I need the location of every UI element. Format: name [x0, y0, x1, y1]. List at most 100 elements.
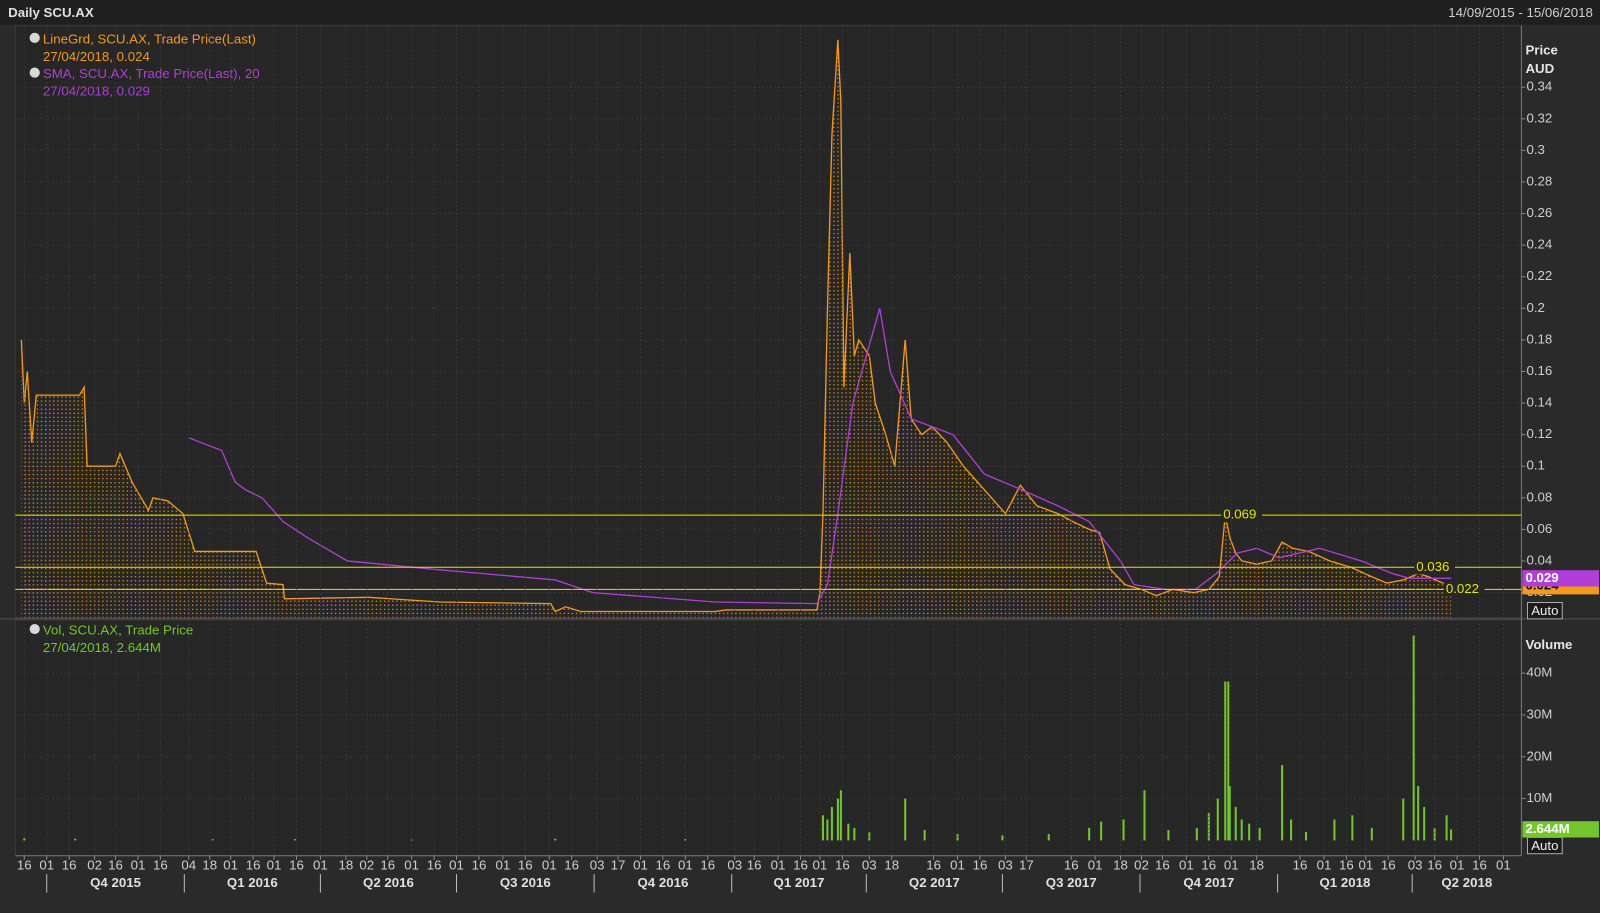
x-tick-label: 16: [289, 857, 304, 872]
volume-bar: [1445, 815, 1448, 841]
volume-bar: [1290, 819, 1293, 841]
last-value-label: 0.029: [1525, 570, 1558, 585]
x-tick-label: 16: [793, 857, 808, 872]
quarter-label: Q4 2017: [1183, 875, 1234, 890]
last-value-badge: [1522, 821, 1599, 838]
y-tick-label: 0.08: [1526, 489, 1552, 504]
price-axis-title: Price: [1525, 43, 1557, 58]
x-tick-label: 16: [108, 857, 123, 872]
x-tick-label: 01: [1450, 857, 1465, 872]
auto-button[interactable]: Auto: [1526, 602, 1563, 620]
x-tick-label: 01: [1179, 857, 1194, 872]
volume-bar: [1281, 765, 1284, 841]
volume-bar: [836, 798, 839, 841]
y-tick-label: 0.28: [1526, 173, 1552, 188]
x-tick-label: 16: [472, 857, 487, 872]
x-tick-label: 04: [181, 857, 196, 872]
y-tick-label: 0.22: [1526, 268, 1552, 283]
volume-bar: [1412, 635, 1415, 841]
legend-icon[interactable]: [29, 67, 40, 78]
legend-icon[interactable]: [29, 32, 40, 43]
volume-bar: [1001, 835, 1004, 841]
x-tick-label: 17: [1019, 857, 1034, 872]
volume-bar: [1234, 806, 1237, 841]
y-tick-label: 0.2: [1526, 300, 1544, 315]
volume-bar: [830, 806, 833, 841]
y-tick-label: 0.18: [1526, 331, 1552, 346]
y-tick-label: 0.16: [1526, 363, 1552, 378]
x-tick-label: 02: [359, 857, 374, 872]
volume-bar: [1088, 827, 1091, 841]
legend-label: SMA, SCU.AX, Trade Price(Last), 20: [43, 66, 260, 81]
x-tick-label: 01: [771, 857, 786, 872]
x-tick-label: 18: [884, 857, 899, 872]
volume-bar: [1258, 827, 1261, 841]
volume-bar: [74, 838, 77, 841]
x-tick-label: 18: [202, 857, 217, 872]
volume-bar: [211, 839, 214, 841]
y-tick-label: 0.1: [1526, 458, 1544, 473]
x-tick-label: 16: [518, 857, 533, 872]
x-tick-label: 01: [1224, 857, 1239, 872]
level-label-bg: [1443, 582, 1485, 597]
x-tick-label: 03: [862, 857, 877, 872]
legend-value: 27/04/2018, 0.029: [43, 83, 150, 98]
volume-bar: [1122, 819, 1125, 841]
volume-bar: [1143, 790, 1146, 841]
x-tick-label: 16: [1064, 857, 1079, 872]
x-tick-label: 16: [1472, 857, 1487, 872]
level-label-bg: [1221, 508, 1263, 523]
button-frame[interactable]: [1526, 602, 1563, 620]
price-area: [21, 39, 1452, 618]
x-tick-label: 01: [813, 857, 828, 872]
quarter-label: Q2 2017: [909, 875, 960, 890]
volume-bar: [1207, 813, 1210, 841]
volume-bar: [1224, 681, 1227, 841]
series-line: [20, 39, 1452, 613]
x-tick-label: 16: [62, 857, 77, 872]
legend-icon[interactable]: [29, 623, 40, 635]
x-tick-label: 16: [1293, 857, 1308, 872]
volume-bar: [1248, 823, 1251, 841]
volume-bar: [923, 829, 926, 841]
volume-bar: [1402, 798, 1405, 841]
quarter-label: Q1 2018: [1319, 875, 1370, 890]
volume-bar: [868, 832, 871, 841]
y-tick-label: 30M: [1526, 706, 1552, 721]
quarter-label: Q3 2017: [1046, 875, 1097, 890]
x-tick-label: 01: [950, 857, 965, 872]
y-tick-label: 0.12: [1526, 426, 1552, 441]
x-tick-label: 01: [495, 857, 510, 872]
volume-bar: [1417, 786, 1420, 841]
x-tick-label: 01: [1496, 857, 1511, 872]
x-tick-label: 16: [246, 857, 261, 872]
legend-value: 27/04/2018, 0.024: [43, 49, 150, 64]
x-tick-label: 16: [564, 857, 579, 872]
x-tick-label: 16: [1381, 857, 1396, 872]
volume-bar: [1167, 829, 1170, 841]
quarter-label: Q2 2016: [363, 875, 414, 890]
x-tick-label: 01: [39, 857, 54, 872]
price-axis-unit: AUD: [1525, 61, 1554, 76]
button-label[interactable]: Auto: [1531, 603, 1558, 618]
price-legend: LineGrd, SCU.AX, Trade Price(Last) 27/04…: [29, 31, 260, 98]
x-tick-label: 01: [542, 857, 557, 872]
x-tick-label: 16: [1339, 857, 1354, 872]
x-tick-label: 16: [926, 857, 941, 872]
x-tick-label: 01: [1358, 857, 1373, 872]
volume-bar: [904, 798, 907, 841]
button-label[interactable]: Auto: [1531, 838, 1558, 853]
auto-button[interactable]: Auto: [1526, 836, 1563, 855]
x-tick-label: 18: [1113, 857, 1128, 872]
y-tick-label: 0.04: [1526, 552, 1552, 567]
x-tick-label: 01: [1317, 857, 1332, 872]
x-tick-label: 03: [590, 857, 605, 872]
x-tick-label: 01: [267, 857, 282, 872]
volume-bar: [1433, 827, 1436, 841]
volume-legend: Vol, SCU.AX, Trade Price 27/04/2018, 2.6…: [29, 623, 193, 655]
x-tick-label: 03: [727, 857, 742, 872]
y-tick-label: 0.24: [1526, 237, 1552, 252]
volume-bar: [554, 838, 557, 841]
x-tick-label: 16: [973, 857, 988, 872]
x-tick-label: 02: [1134, 857, 1149, 872]
